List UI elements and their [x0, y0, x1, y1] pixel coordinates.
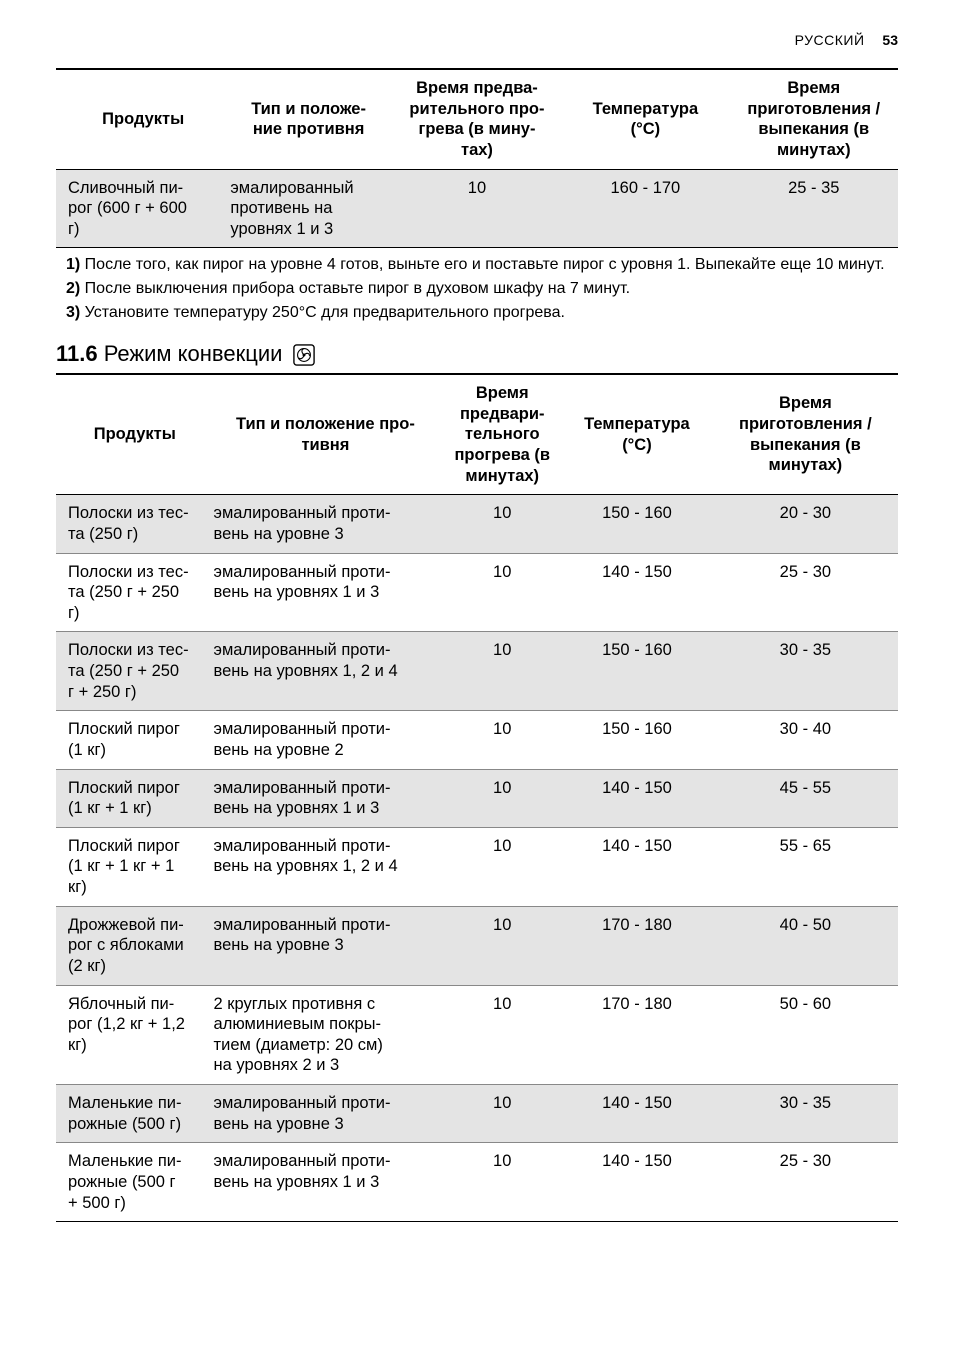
cell-products: Маленькие пи-рожные (500 г+ 500 г) [56, 1143, 208, 1222]
t2-col-temp: Температура(°C) [561, 374, 713, 495]
cell-time: 20 - 30 [713, 495, 898, 553]
cell-position: эмалированный проти-вень на уровнях 1, 2… [208, 632, 444, 711]
cell-preheat: 10 [443, 711, 561, 769]
cell-time: 30 - 40 [713, 711, 898, 769]
cell-preheat: 10 [393, 169, 561, 248]
baking-table-1: Продукты Тип и положе-ние противня Время… [56, 68, 898, 248]
t1-col-position: Тип и положе-ние противня [224, 69, 392, 169]
footnote-1-text: После того, как пирог на уровне 4 готов,… [80, 256, 884, 273]
cell-temp: 140 - 150 [561, 1143, 713, 1222]
cell-temp: 140 - 150 [561, 769, 713, 827]
cell-preheat: 10 [443, 495, 561, 553]
table-row: Полоски из тес-та (250 г + 250г)эмалиров… [56, 553, 898, 632]
table-row: Полоски из тес-та (250 г + 250г + 250 г)… [56, 632, 898, 711]
t2-col-products: Продукты [56, 374, 208, 495]
section-title: 11.6 Режим конвекции [56, 341, 898, 367]
cell-time: 30 - 35 [713, 1085, 898, 1143]
cell-position: эмалированный проти-вень на уровнях 1 и … [208, 769, 444, 827]
cell-time: 25 - 30 [713, 553, 898, 632]
cell-time: 30 - 35 [713, 632, 898, 711]
t2-col-position: Тип и положение про-тивня [208, 374, 444, 495]
cell-temp: 140 - 150 [561, 1085, 713, 1143]
cell-temp: 170 - 180 [561, 906, 713, 985]
cell-time: 45 - 55 [713, 769, 898, 827]
table-row: Плоский пирог(1 кг + 1 кг + 1кг)эмалиров… [56, 827, 898, 906]
cell-position: эмалированныйпротивень науровнях 1 и 3 [224, 169, 392, 248]
cell-time: 55 - 65 [713, 827, 898, 906]
cell-position: 2 круглых противня салюминиевым покры-ти… [208, 985, 444, 1085]
cell-products: Полоски из тес-та (250 г) [56, 495, 208, 553]
table-row: Плоский пирог(1 кг + 1 кг)эмалированный … [56, 769, 898, 827]
cell-products: Плоский пирог(1 кг + 1 кг) [56, 769, 208, 827]
cell-preheat: 10 [443, 985, 561, 1085]
table-row: Сливочный пи-рог (600 г + 600г) эмалиров… [56, 169, 898, 248]
footnote-3: 3) Установите температуру 250°C для пред… [56, 302, 898, 324]
cell-products: Плоский пирог(1 кг + 1 кг + 1кг) [56, 827, 208, 906]
section-title-text: Режим конвекции [98, 341, 289, 366]
header-language: РУССКИЙ [795, 32, 865, 48]
t1-col-products: Продукты [56, 69, 224, 169]
footnote-1-num: 1) [66, 256, 80, 273]
cell-position: эмалированный проти-вень на уровне 3 [208, 1085, 444, 1143]
t1-col-preheat: Время предва-рительного про-грева (в мин… [393, 69, 561, 169]
table-row: Полоски из тес-та (250 г)эмалированный п… [56, 495, 898, 553]
footnote-2: 2) После выключения прибора оставьте пир… [56, 278, 898, 300]
cell-products: Полоски из тес-та (250 г + 250г + 250 г) [56, 632, 208, 711]
cell-products: Сливочный пи-рог (600 г + 600г) [56, 169, 224, 248]
t1-col-temp: Температура(°C) [561, 69, 729, 169]
footnote-3-num: 3) [66, 304, 80, 321]
cell-products: Плоский пирог(1 кг) [56, 711, 208, 769]
cell-temp: 150 - 160 [561, 495, 713, 553]
table-row: Маленькие пи-рожные (500 г)эмалированный… [56, 1085, 898, 1143]
page-header: РУССКИЙ 53 [56, 32, 898, 48]
t1-body: Сливочный пи-рог (600 г + 600г) эмалиров… [56, 169, 898, 248]
cell-temp: 140 - 150 [561, 827, 713, 906]
cell-position: эмалированный проти-вень на уровнях 1, 2… [208, 827, 444, 906]
cell-temp: 160 - 170 [561, 169, 729, 248]
convection-icon [293, 344, 315, 366]
footnote-2-num: 2) [66, 280, 80, 297]
table-row: Яблочный пи-рог (1,2 кг + 1,2кг)2 круглы… [56, 985, 898, 1085]
cell-time: 40 - 50 [713, 906, 898, 985]
cell-preheat: 10 [443, 1143, 561, 1222]
table-row: Маленькие пи-рожные (500 г+ 500 г)эмалир… [56, 1143, 898, 1222]
cell-temp: 150 - 160 [561, 632, 713, 711]
t2-col-time: Времяприготовления /выпекания (вминутах) [713, 374, 898, 495]
footnote-3-text: Установите температуру 250°C для предвар… [80, 304, 565, 321]
t2-body: Полоски из тес-та (250 г)эмалированный п… [56, 495, 898, 1222]
cell-temp: 170 - 180 [561, 985, 713, 1085]
cell-time: 50 - 60 [713, 985, 898, 1085]
cell-preheat: 10 [443, 1085, 561, 1143]
baking-table-2: Продукты Тип и положение про-тивня Время… [56, 373, 898, 1222]
cell-preheat: 10 [443, 553, 561, 632]
cell-time: 25 - 30 [713, 1143, 898, 1222]
footnotes: 1) После того, как пирог на уровне 4 гот… [56, 254, 898, 323]
cell-products: Маленькие пи-рожные (500 г) [56, 1085, 208, 1143]
cell-position: эмалированный проти-вень на уровнях 1 и … [208, 1143, 444, 1222]
cell-products: Полоски из тес-та (250 г + 250г) [56, 553, 208, 632]
cell-temp: 150 - 160 [561, 711, 713, 769]
t2-col-preheat: Времяпредвари-тельногопрогрева (вминутах… [443, 374, 561, 495]
cell-temp: 140 - 150 [561, 553, 713, 632]
cell-products: Яблочный пи-рог (1,2 кг + 1,2кг) [56, 985, 208, 1085]
cell-position: эмалированный проти-вень на уровнях 1 и … [208, 553, 444, 632]
page-number: 53 [882, 32, 898, 48]
footnote-1: 1) После того, как пирог на уровне 4 гот… [56, 254, 898, 276]
table-row: Дрожжевой пи-рог с яблоками(2 кг)эмалиро… [56, 906, 898, 985]
table-row: Плоский пирог(1 кг)эмалированный проти-в… [56, 711, 898, 769]
cell-position: эмалированный проти-вень на уровне 3 [208, 906, 444, 985]
cell-preheat: 10 [443, 906, 561, 985]
cell-preheat: 10 [443, 769, 561, 827]
cell-time: 25 - 35 [730, 169, 898, 248]
section-number: 11.6 [56, 341, 98, 366]
t1-col-time: Времяприготовления /выпекания (вминутах) [730, 69, 898, 169]
cell-preheat: 10 [443, 632, 561, 711]
cell-products: Дрожжевой пи-рог с яблоками(2 кг) [56, 906, 208, 985]
cell-position: эмалированный проти-вень на уровне 2 [208, 711, 444, 769]
cell-position: эмалированный проти-вень на уровне 3 [208, 495, 444, 553]
footnote-2-text: После выключения прибора оставьте пирог … [80, 280, 630, 297]
cell-preheat: 10 [443, 827, 561, 906]
